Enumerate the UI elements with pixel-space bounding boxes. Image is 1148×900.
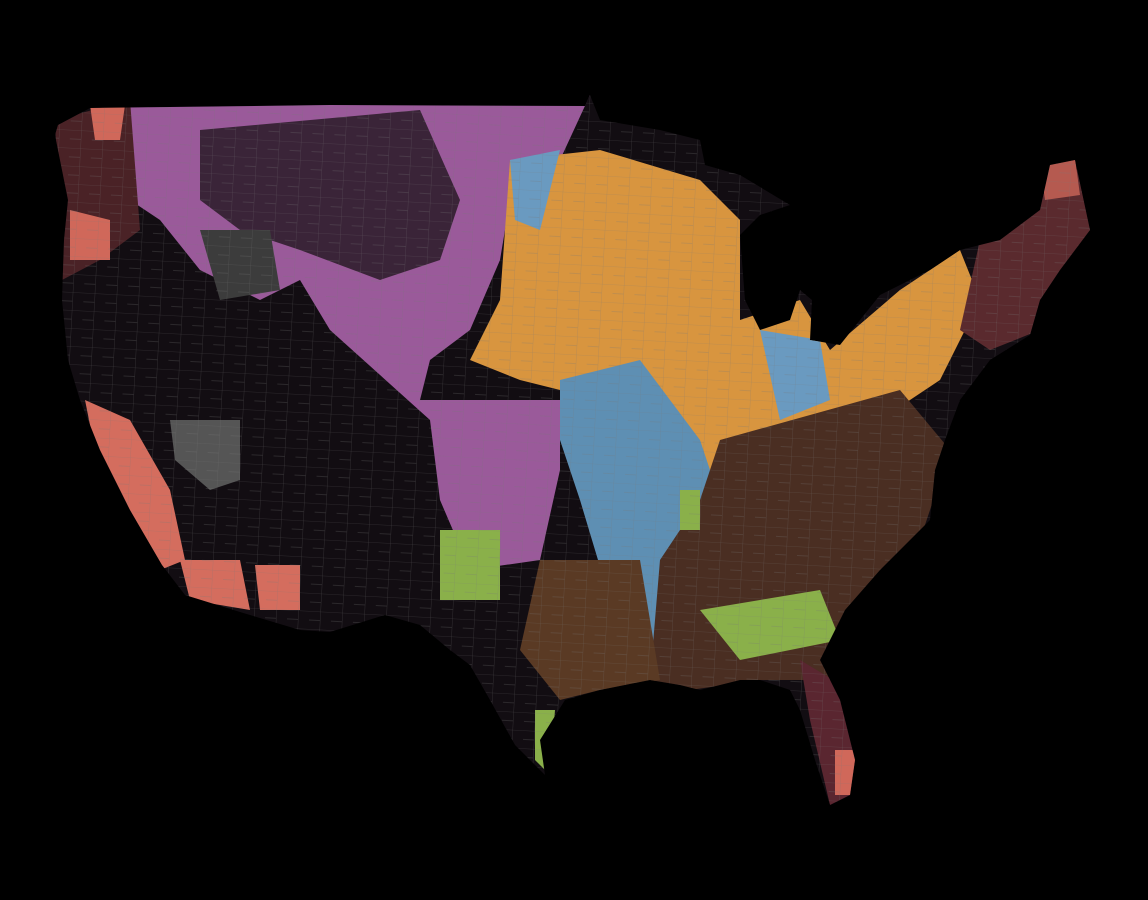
- page: [55, 95, 1090, 805]
- map: [55, 95, 1090, 805]
